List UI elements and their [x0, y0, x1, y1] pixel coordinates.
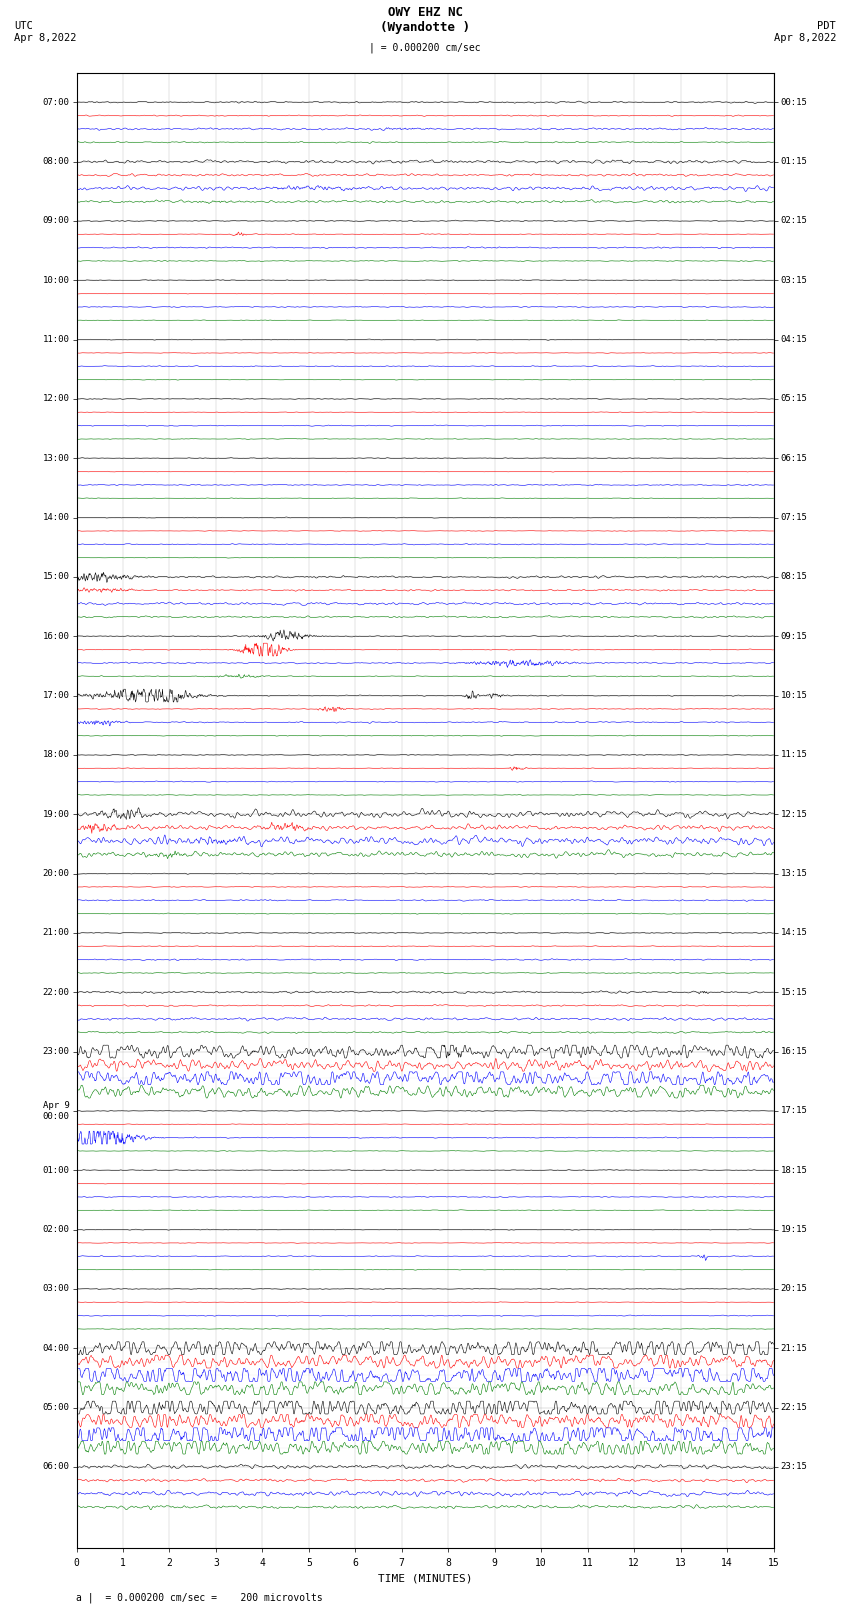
- Text: PDT
Apr 8,2022: PDT Apr 8,2022: [774, 21, 836, 42]
- Text: a |  = 0.000200 cm/sec =    200 microvolts: a | = 0.000200 cm/sec = 200 microvolts: [76, 1592, 323, 1603]
- X-axis label: TIME (MINUTES): TIME (MINUTES): [377, 1573, 473, 1582]
- Text: | = 0.000200 cm/sec: | = 0.000200 cm/sec: [369, 44, 481, 53]
- Title: OWY EHZ NC
(Wyandotte ): OWY EHZ NC (Wyandotte ): [380, 6, 470, 34]
- Text: UTC
Apr 8,2022: UTC Apr 8,2022: [14, 21, 76, 42]
